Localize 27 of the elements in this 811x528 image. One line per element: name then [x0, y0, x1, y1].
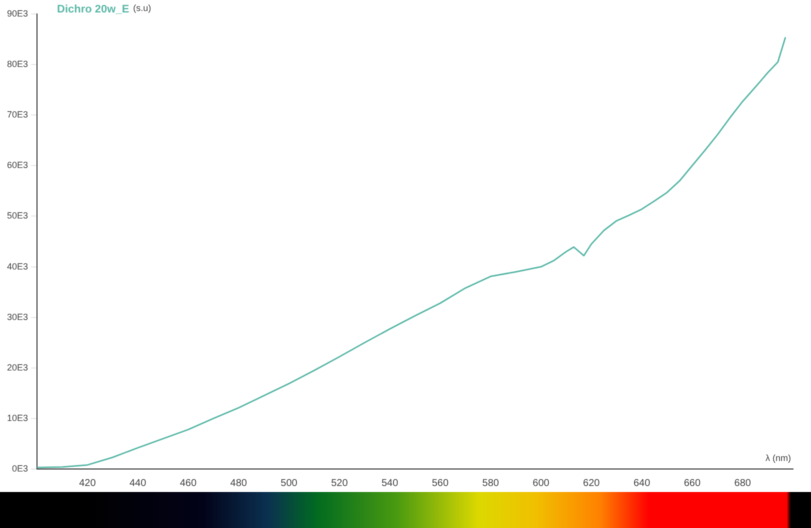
- x-tick-label: 620: [583, 478, 600, 489]
- y-tick-label: 90E3: [6, 8, 28, 18]
- x-tick-label: 520: [331, 478, 348, 489]
- y-tick-label: 70E3: [6, 110, 28, 120]
- y-tick-label: 0E3: [12, 463, 28, 474]
- x-tick-label: 560: [432, 478, 449, 489]
- y-axis-title: (s.u): [133, 2, 152, 13]
- x-tick-label: 600: [532, 478, 550, 489]
- x-tick-label: 660: [684, 478, 701, 489]
- x-tick-label: 480: [230, 478, 248, 489]
- x-tick-label: 580: [482, 478, 500, 489]
- x-axis-title: λ (nm): [766, 452, 791, 463]
- x-tick-label: 440: [129, 478, 147, 489]
- y-tick-label: 10E3: [6, 412, 28, 423]
- y-tick-label: 80E3: [6, 59, 28, 70]
- x-tick-label: 500: [280, 478, 298, 489]
- y-tick-label: 60E3: [6, 160, 28, 170]
- text: Dichro 20w_E: [57, 4, 130, 16]
- x-tick-label: 420: [79, 478, 96, 489]
- x-tick-label: 680: [734, 478, 752, 489]
- y-tick-label: 30E3: [6, 312, 28, 322]
- y-tick-label: 20E3: [6, 362, 28, 372]
- x-tick-label: 640: [633, 478, 651, 489]
- x-tick-label: 540: [381, 478, 399, 489]
- x-tick-label: 460: [180, 478, 197, 489]
- y-tick-label: 50E3: [6, 210, 28, 221]
- y-tick-label: 40E3: [6, 261, 28, 272]
